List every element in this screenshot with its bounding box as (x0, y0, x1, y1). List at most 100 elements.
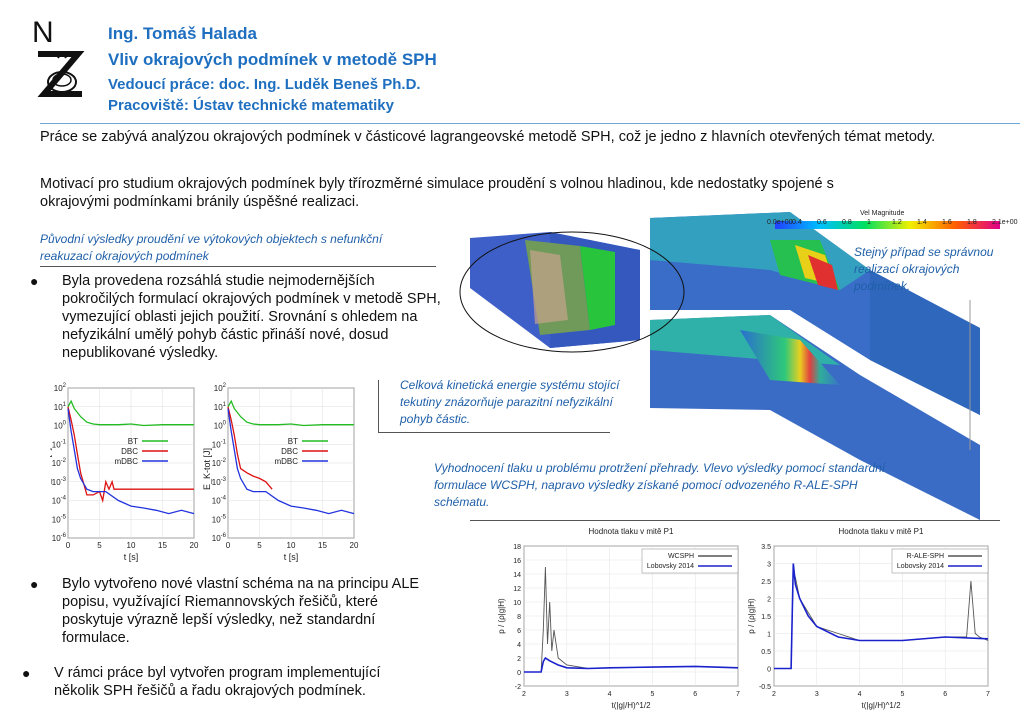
colorbar-tick-label: 2.1e+00 (992, 219, 1018, 226)
axis-tick-label: 20 (190, 541, 199, 550)
series-line (67, 399, 194, 427)
series-line (524, 656, 739, 673)
axis-tick-label: 0 (226, 541, 231, 550)
axis-tick-label: 7 (736, 691, 740, 698)
colorbar-tick-label: 1 (867, 219, 871, 226)
axis-tick-label: 0.5 (761, 649, 771, 656)
axis-tick-label: 102 (54, 383, 67, 393)
axis-tick-label: 10-5 (52, 514, 67, 524)
series-line (67, 408, 195, 515)
legend-label: DBC (281, 447, 298, 456)
colorbar-tick-label: 0.4 (792, 219, 802, 226)
series-line (67, 406, 194, 504)
axis-tick-label: 10-6 (52, 533, 67, 543)
colorbar-ticks: 0.0e+00 0.4 0.6 0.8 1 1.2 1.4 1.6 1.8 2.1e+00 (767, 219, 1018, 229)
series-line (227, 399, 354, 427)
axis-tick-label: 10-3 (52, 477, 67, 487)
workplace: Pracoviště: Ústav technické matematiky (108, 97, 394, 114)
axis-tick-label: 14 (513, 572, 521, 579)
legend-label: WCSPH (668, 553, 694, 560)
caption-pressure: Vyhodnocení tlaku u problému protržení p… (434, 461, 886, 509)
legend-label: BT (288, 437, 298, 446)
y-axis-label: E_K-tot [J] (202, 448, 212, 490)
axis-tick-label: 16 (513, 558, 521, 565)
axis-tick-label: 5 (257, 541, 262, 550)
axis-tick-label: 15 (318, 541, 327, 550)
axis-tick-label: 3.5 (761, 544, 771, 551)
bullet-dot: ● (30, 273, 39, 289)
legend-label: mDBC (274, 457, 298, 466)
axis-tick-label: -0.5 (759, 684, 771, 691)
bullet-item: ● Bylo vytvořeno nové vlastní schéma na … (30, 575, 450, 649)
axis-tick-label: 10-2 (52, 458, 67, 468)
bullet-item: ● V rámci práce byl vytvořen program imp… (22, 664, 442, 704)
axis-tick-label: 10-4 (212, 496, 227, 506)
axis-tick-label: 10-5 (212, 514, 227, 524)
axis-tick-label: 2 (767, 597, 771, 604)
axis-tick-label: 6 (943, 691, 947, 698)
axis-tick-label: 101 (214, 402, 227, 412)
university-logo-icon: N (32, 16, 85, 97)
intro-paragraph-1: Práce se zabývá analýzou okrajových podm… (40, 129, 936, 145)
axis-tick-label: 0 (767, 667, 771, 674)
axis-tick-label: 10-6 (212, 533, 227, 543)
axis-tick-label: 3 (767, 562, 771, 569)
colorbar-tick-label: 0.8 (842, 219, 852, 226)
y-axis-label: p / (ρ|g|H) (747, 598, 756, 634)
axis-tick-label: 7 (986, 691, 990, 698)
energy-chart-panel: 102 101 100 10-1 10-2 10-3 10-4 10-5 10-60 5 10 15 2… (50, 383, 199, 562)
axis-tick-label: 4 (858, 691, 862, 698)
colorbar-tick-label: 1.6 (942, 219, 952, 226)
bullet-text: Bylo vytvořeno nové vlastní schéma na na… (62, 576, 420, 646)
axis-tick-label: 10-1 (52, 439, 67, 449)
legend-box (891, 548, 989, 574)
axis-tick-label: 8 (517, 614, 521, 621)
y-axis-label: p / (ρ|g|H) (497, 598, 506, 634)
axis-tick-label: 6 (517, 628, 521, 635)
series-line (774, 563, 989, 670)
axis-tick-label: 10 (287, 541, 296, 550)
original-result-render (470, 232, 640, 348)
legend-label: Lobovsky 2014 (897, 563, 944, 570)
x-axis-label: t(|g|/H)^1/2 (611, 701, 651, 710)
bullet-dot: ● (22, 665, 31, 681)
pressure-chart-panel: Hodnota tlaku v mitě P1 3.5 3 2.5 2 1.5 1 0.5 0 -… (747, 527, 990, 710)
x-axis-label: t [s] (124, 552, 139, 562)
thesis-title: Vliv okrajových podmínek v metodě SPH (108, 50, 437, 69)
caption-corrected-sim: Stejný případ se správnou realizací okra… (854, 245, 994, 293)
simulation-figure (459, 212, 1000, 520)
axis-tick-label: 5 (650, 691, 654, 698)
axis-tick-label: 3 (565, 691, 569, 698)
bullet-text: Byla provedena rozsáhlá studie nejmodern… (62, 273, 441, 361)
pressure-chart-panel: Hodnota tlaku v mitě P1 18 16 14 12 10 8 6 4 2 0 -2… (497, 527, 740, 710)
axis-tick-label: 4 (517, 642, 521, 649)
chart-title: Hodnota tlaku v mitě P1 (839, 527, 924, 536)
axis-tick-label: -2 (515, 684, 521, 691)
series-line (227, 406, 273, 490)
axis-tick-label: 10-3 (212, 477, 227, 487)
pressure-charts: Hodnota tlaku v mitě P1181614121086420-2… (497, 527, 990, 710)
energy-chart-panel: 102 101 100 10-1 10-2 10-3 10-4 10-5 10-60 5 10 15 2… (202, 383, 359, 562)
axis-tick-label: 100 (54, 421, 67, 431)
colorbar-tick-label: 0.0e+00 (767, 219, 793, 226)
axis-tick-label: 4 (608, 691, 612, 698)
axis-tick-label: 2.5 (761, 579, 771, 586)
axis-tick-label: 10-1 (212, 439, 227, 449)
axis-tick-label: 10-2 (212, 458, 227, 468)
axis-tick-label: 10 (127, 541, 136, 550)
colorbar-tick-label: 1.8 (967, 219, 977, 226)
axis-tick-label: 0 (66, 541, 71, 550)
axis-tick-label: 10 (513, 600, 521, 607)
corrected-result-render-bottom (650, 315, 980, 520)
x-axis-label: t(|g|/H)^1/2 (861, 701, 901, 710)
axis-tick-label: 2 (522, 691, 526, 698)
caption-original-sim: Původní výsledky proudění ve výtokových … (40, 232, 383, 263)
axis-tick-label: 2 (772, 691, 776, 698)
axis-tick-label: 1 (767, 632, 771, 639)
caption-energy: Celková kinetická energie systému stojíc… (400, 378, 620, 426)
axis-tick-label: 20 (350, 541, 359, 550)
axis-tick-label: 2 (517, 656, 521, 663)
header-divider (40, 123, 1020, 124)
axis-tick-label: 102 (214, 383, 227, 393)
